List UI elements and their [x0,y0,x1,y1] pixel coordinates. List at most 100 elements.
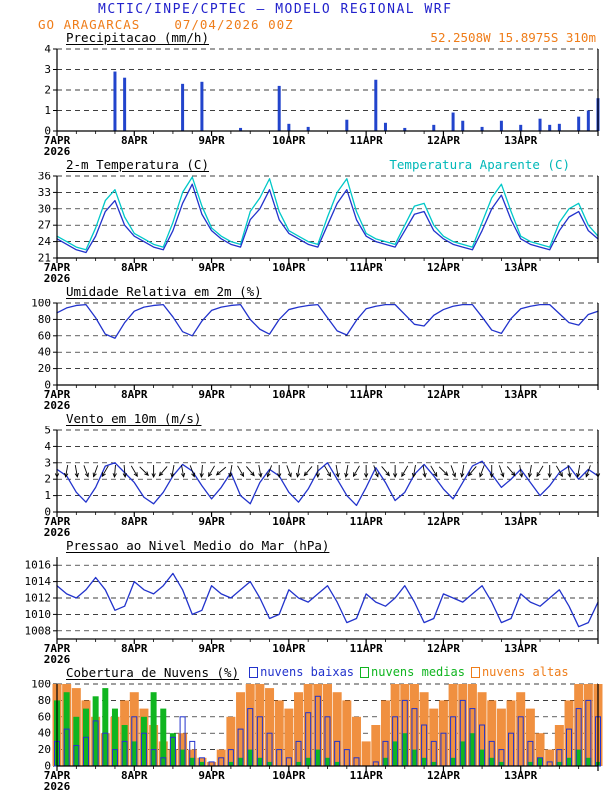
svg-text:10APR: 10APR [272,134,305,147]
panel-pressure: Pressao ao Nivel Medio do Mar (hPa) 1008… [0,538,612,665]
panel-title-row: Cobertura de Nuvens (%) nuvens baixas nu… [0,665,612,680]
run-info: GO ARAGARCAS 07/04/2026 00Z [0,17,612,32]
svg-text:8APR: 8APR [121,515,148,528]
svg-text:20: 20 [38,743,51,756]
svg-text:2026: 2026 [44,399,71,411]
panel-title-row: Umidade Relativa em 2m (%) [0,284,612,299]
svg-text:0: 0 [44,760,51,773]
svg-text:1012: 1012 [25,592,52,605]
svg-text:21: 21 [38,252,51,265]
svg-text:7APR: 7APR [44,261,71,274]
station-coordinates: 52.2508W 15.8975S 310m [430,30,596,45]
svg-text:80: 80 [38,313,51,326]
svg-text:13APR: 13APR [504,388,537,401]
svg-text:33: 33 [38,186,51,199]
apparent-temperature-legend: Temperatura Aparente (C) [389,157,570,172]
svg-text:2: 2 [44,84,51,97]
svg-text:12APR: 12APR [427,261,460,274]
svg-text:100: 100 [31,680,51,691]
svg-text:4: 4 [44,440,51,453]
svg-text:12APR: 12APR [427,515,460,528]
svg-text:10APR: 10APR [272,769,305,782]
panel-temperature: 2-m Temperatura (C) Temperatura Aparente… [0,157,612,284]
svg-text:1008: 1008 [25,624,52,637]
svg-text:9APR: 9APR [198,134,225,147]
svg-text:3: 3 [44,63,51,76]
svg-text:1016: 1016 [25,559,52,572]
svg-text:4: 4 [44,45,51,56]
svg-text:11APR: 11APR [350,388,383,401]
svg-text:2026: 2026 [44,780,71,792]
svg-text:11APR: 11APR [350,642,383,655]
panel-cloud-cover: Cobertura de Nuvens (%) nuvens baixas nu… [0,665,612,792]
svg-text:8APR: 8APR [121,134,148,147]
svg-text:11APR: 11APR [350,769,383,782]
model-title: MCTIC/INPE/CPTEC — MODELO REGIONAL WRF [98,2,453,17]
svg-text:80: 80 [38,694,51,707]
header: MCTIC/INPE/CPTEC — MODELO REGIONAL WRF G… [0,0,612,32]
svg-text:10APR: 10APR [272,261,305,274]
svg-text:9APR: 9APR [198,515,225,528]
svg-text:24: 24 [38,235,52,248]
svg-text:12APR: 12APR [427,769,460,782]
legend-label-low-clouds: nuvens baixas [260,665,355,679]
panel-title-row: Vento em 10m (m/s) [0,411,612,426]
svg-text:30: 30 [38,202,51,215]
panel-title-humidity: Umidade Relativa em 2m (%) [66,284,262,299]
svg-text:7APR: 7APR [44,769,71,782]
panel-title-row: 2-m Temperatura (C) Temperatura Aparente… [0,157,612,172]
svg-text:27: 27 [38,219,51,232]
svg-text:13APR: 13APR [504,134,537,147]
svg-text:9APR: 9APR [198,388,225,401]
svg-text:2026: 2026 [44,653,71,665]
svg-text:8APR: 8APR [121,388,148,401]
panel-title-row: Precipitacao (mm/h) 52.2508W 15.8975S 31… [0,30,612,45]
svg-text:3: 3 [44,456,51,469]
svg-text:12APR: 12APR [427,134,460,147]
svg-text:11APR: 11APR [350,134,383,147]
svg-text:7APR: 7APR [44,134,71,147]
svg-text:40: 40 [38,727,51,740]
svg-text:1010: 1010 [25,608,52,621]
svg-text:7APR: 7APR [44,642,71,655]
panel-title-row: Pressao ao Nivel Medio do Mar (hPa) [0,538,612,553]
svg-text:12APR: 12APR [427,642,460,655]
svg-text:2026: 2026 [44,272,71,284]
svg-text:13APR: 13APR [504,515,537,528]
cloud-legend: nuvens baixas nuvens medias nuvens altas [249,665,575,679]
svg-text:2026: 2026 [44,526,71,538]
svg-text:10APR: 10APR [272,388,305,401]
svg-text:60: 60 [38,710,51,723]
svg-text:9APR: 9APR [198,261,225,274]
panel-title-wind: Vento em 10m (m/s) [66,411,202,426]
station-name: GO ARAGARCAS [38,17,141,32]
legend-item-low-clouds: nuvens baixas [249,665,354,679]
svg-text:13APR: 13APR [504,769,537,782]
svg-text:8APR: 8APR [121,261,148,274]
panel-humidity: Umidade Relativa em 2m (%) 0 20 40 60 80 100 7… [0,284,612,411]
svg-text:11APR: 11APR [350,515,383,528]
svg-text:13APR: 13APR [504,642,537,655]
svg-text:10APR: 10APR [272,642,305,655]
svg-text:12APR: 12APR [427,388,460,401]
mid-clouds-swatch-icon [360,666,370,678]
svg-text:40: 40 [38,346,51,359]
legend-item-high-clouds: nuvens altas [470,665,569,679]
svg-text:7APR: 7APR [44,515,71,528]
svg-text:0: 0 [44,506,51,519]
panel-title-cloud-cover: Cobertura de Nuvens (%) [66,665,240,680]
svg-text:60: 60 [38,329,51,342]
svg-text:2: 2 [44,473,51,486]
panel-wind: Vento em 10m (m/s) 0 1 2 3 4 5 7APR 2026 8APR 9AP… [0,411,612,538]
svg-text:5: 5 [44,426,51,437]
svg-text:9APR: 9APR [198,769,225,782]
legend-label-mid-clouds: nuvens medias [371,665,465,679]
svg-text:9APR: 9APR [198,642,225,655]
svg-text:36: 36 [38,172,51,183]
svg-text:100: 100 [31,299,51,310]
panel-title-pressure: Pressao ao Nivel Medio do Mar (hPa) [66,538,330,553]
